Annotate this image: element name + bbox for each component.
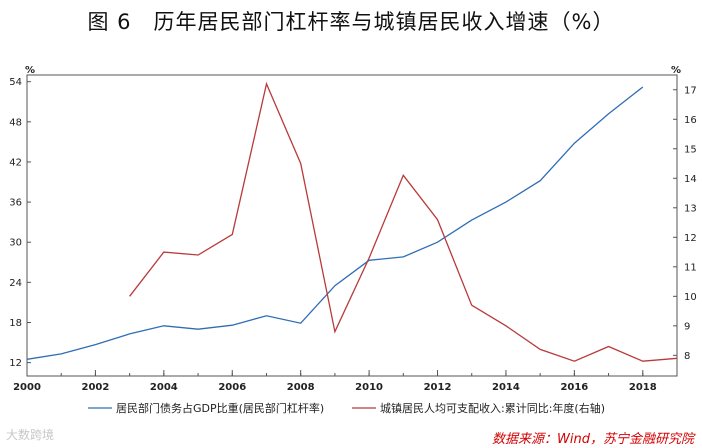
left-axis-tick-label: 12 (9, 358, 22, 369)
data-source: 数据来源：Wind，苏宁金融研究院 (492, 432, 694, 447)
legend-label-urban-income-growth: 城镇居民人均可支配收入:累计同比:年度(右轴) (380, 401, 605, 415)
watermark: 大数跨境 (6, 428, 55, 442)
left-axis-tick-label: 42 (9, 157, 22, 168)
right-axis-unit: % (671, 65, 681, 76)
right-axis-tick-label: 10 (684, 292, 697, 303)
x-axis-tick-label: 2000 (13, 382, 41, 393)
right-axis-tick-label: 11 (684, 262, 697, 273)
left-axis-tick-label: 36 (9, 198, 22, 209)
right-axis-tick-label: 8 (684, 351, 690, 362)
right-axis-tick-label: 16 (684, 115, 697, 126)
plot-frame (26, 74, 678, 377)
right-axis-tick-label: 9 (684, 321, 690, 332)
chart-title: 图 6 历年居民部门杠杆率与城镇居民收入增速（%） (87, 10, 615, 34)
x-axis-tick-label: 2016 (560, 382, 588, 393)
x-axis-tick-label: 2010 (355, 382, 383, 393)
left-axis-unit: % (25, 65, 35, 76)
left-axis-tick-label: 24 (9, 278, 22, 289)
series-line-household-leverage (26, 86, 644, 360)
left-axis-tick-label: 48 (9, 117, 22, 128)
x-axis-tick-label: 2008 (287, 382, 315, 393)
right-axis-tick-label: 13 (684, 203, 697, 214)
series-line-urban-income-growth (129, 81, 678, 362)
x-axis-tick-label: 2002 (81, 382, 109, 393)
right-axis-tick-label: 15 (684, 144, 697, 155)
x-axis-tick-label: 2004 (150, 382, 178, 393)
left-axis-tick-label: 54 (9, 77, 22, 88)
x-axis-tick-label: 2018 (629, 382, 657, 393)
right-axis-tick-label: 14 (684, 174, 697, 185)
x-axis-tick-label: 2012 (424, 382, 452, 393)
legend-label-household-leverage: 居民部门债务占GDP比重(居民部门杠杆率) (116, 401, 324, 415)
x-axis-tick-label: 2006 (218, 382, 246, 393)
left-axis-tick-label: 30 (9, 238, 22, 249)
x-axis-tick-label: 2014 (492, 382, 520, 393)
left-axis-tick-label: 18 (9, 318, 22, 329)
right-axis-tick-label: 17 (684, 85, 697, 96)
right-axis-tick-label: 12 (684, 233, 697, 244)
